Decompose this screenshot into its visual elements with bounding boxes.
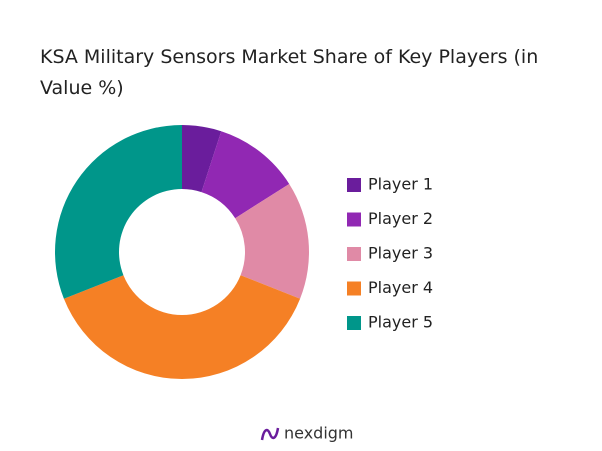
legend-label: Player 2 [368,209,433,228]
donut-slice [54,125,182,299]
legend-swatch [347,316,361,330]
legend-label: Player 3 [368,244,433,263]
legend-swatch [347,178,361,192]
logo-mark [260,427,280,441]
logo: nexdigm [260,424,354,443]
brand: nexdigm [284,424,354,443]
legend-label: Player 5 [368,313,433,332]
legend-swatch [347,212,361,227]
legend-label: Player 1 [368,175,433,194]
donut-slice [182,125,222,193]
donut-slice [201,131,290,219]
donut-slice [235,183,309,299]
legend-swatch [347,281,361,296]
legend-label: Player 4 [368,278,433,297]
chart-title: KSA Military Sensors Market Share of Key… [40,46,539,99]
donut-slice [63,275,301,379]
legend-swatch [347,247,361,261]
